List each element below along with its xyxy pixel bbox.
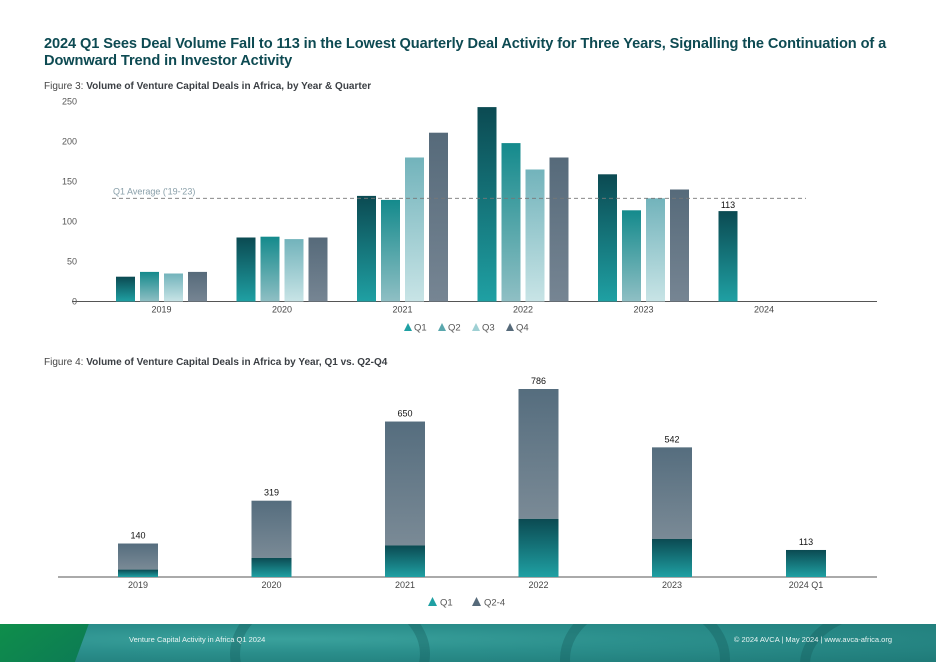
total-label: 542: [664, 434, 679, 444]
page-title: 2024 Q1 Sees Deal Volume Fall to 113 in …: [44, 36, 887, 69]
legend-triangle-icon: [428, 597, 437, 606]
bar-q4-2021: [429, 132, 448, 302]
bar-q1-2021: [385, 545, 425, 577]
total-label: 650: [397, 409, 412, 419]
figure-4-chart: 140 2019 319 2020 650 2021 786 2022 542 2023 113 20…: [58, 376, 877, 609]
bar-q2-4-2022: [518, 389, 559, 519]
bar-q1-2022: [518, 518, 559, 577]
legend-label-q4: Q4: [516, 323, 529, 334]
figure-3-prefix: Figure 3:: [44, 81, 87, 92]
bar-q4-2023: [670, 189, 689, 302]
bar-q3-2020: [284, 239, 304, 302]
x-tick-label: 2019: [151, 305, 171, 315]
bar-q3-2022: [525, 169, 545, 302]
bar-q4-2019: [188, 271, 207, 302]
footer-decoration: [800, 624, 936, 662]
bar-q2-4-2020: [251, 500, 292, 558]
bar-q1-2024: [718, 211, 738, 302]
q1-average-label: Q1 Average ('19-'23): [113, 186, 195, 196]
x-tick-label: 2021: [395, 580, 415, 590]
footer-decoration: [560, 624, 730, 662]
bar-q1-2023: [598, 174, 617, 302]
bar-q2-2022: [501, 143, 521, 302]
legend-label-q2: Q2: [448, 323, 461, 334]
bar-q2-2021: [381, 199, 400, 302]
bar-q3-2023: [646, 198, 665, 302]
bar-q1-2019: [118, 569, 158, 577]
legend-label-q1: Q1: [440, 598, 453, 609]
bar-q3-2021: [405, 157, 424, 302]
legend-triangle-icon: [472, 323, 480, 331]
total-label: 786: [531, 376, 546, 386]
x-tick-label: 2022: [513, 305, 533, 315]
bar-q1-2021: [357, 195, 376, 302]
footer-decoration: [230, 624, 430, 662]
bar-q3-2019: [164, 273, 183, 302]
legend-triangle-icon: [404, 323, 412, 331]
figure-3-chart: 0 50 100 150 200 250 2019 2020 2021 2022 2023 2024 1…: [62, 97, 877, 334]
y-tick-label: 200: [62, 137, 77, 147]
figure-3-caption: Figure 3: Volume of Venture Capital Deal…: [44, 81, 371, 92]
x-tick-label: 2019: [128, 580, 148, 590]
data-label: 113: [721, 200, 735, 210]
legend-triangle-icon: [472, 597, 481, 606]
bar-q4-2022: [549, 157, 569, 302]
x-tick-label: 2020: [261, 580, 281, 590]
footer-copyright: © 2024 AVCA | May 2024 | www.avca-africa…: [733, 635, 892, 644]
y-tick-label: 250: [62, 97, 77, 107]
legend-triangle-icon: [506, 323, 514, 331]
total-label: 113: [799, 537, 813, 547]
bar-q1-2022: [477, 107, 497, 302]
footer-banner: Venture Capital Activity in Africa Q1 20…: [0, 624, 936, 662]
y-tick-label: 150: [62, 177, 77, 187]
legend-label-q2-4: Q2-4: [484, 598, 505, 609]
x-tick-label: 2024: [754, 305, 774, 315]
bar-q4-2020: [308, 237, 328, 302]
x-tick-label: 2020: [272, 305, 292, 315]
legend-label-q3: Q3: [482, 323, 495, 334]
footer-report-title: Venture Capital Activity in Africa Q1 20…: [129, 635, 266, 644]
figure-4-caption: Figure 4: Volume of Venture Capital Deal…: [44, 357, 387, 368]
x-tick-label: 2022: [528, 580, 548, 590]
x-tick-label: 2024 Q1: [789, 580, 824, 590]
bar-q1-2024-Q1: [786, 549, 826, 577]
bar-q1-2020: [251, 557, 292, 577]
figure-4-prefix: Figure 4:: [44, 357, 87, 368]
bar-q2-4-2019: [118, 543, 158, 570]
x-tick-label: 2021: [392, 305, 412, 315]
bar-q2-4-2021: [385, 421, 425, 546]
y-tick-label: 50: [67, 257, 77, 267]
bar-q1-2019: [116, 276, 135, 302]
total-label: 140: [130, 531, 145, 541]
x-tick-label: 2023: [662, 580, 682, 590]
y-tick-label: 100: [62, 217, 77, 227]
legend-label-q1: Q1: [414, 323, 427, 334]
bar-q2-2020: [260, 236, 280, 302]
x-tick-label: 2023: [633, 305, 653, 315]
charts-canvas: 0 50 100 150 200 250 2019 2020 2021 2022 2023 2024 1…: [58, 97, 877, 609]
total-label: 319: [264, 488, 279, 498]
legend-triangle-icon: [438, 323, 446, 331]
bar-q1-2023: [652, 538, 692, 577]
footer-leaf-graphic: [0, 624, 91, 662]
bar-q2-4-2023: [652, 447, 692, 539]
bar-q2-2019: [140, 271, 159, 302]
figure-4-title: Volume of Venture Capital Deals in Afric…: [86, 357, 388, 368]
figure-3-title: Volume of Venture Capital Deals in Afric…: [86, 81, 372, 92]
bar-q2-2023: [622, 210, 641, 302]
y-tick-label: 0: [72, 297, 77, 307]
bar-q1-2020: [236, 237, 256, 302]
